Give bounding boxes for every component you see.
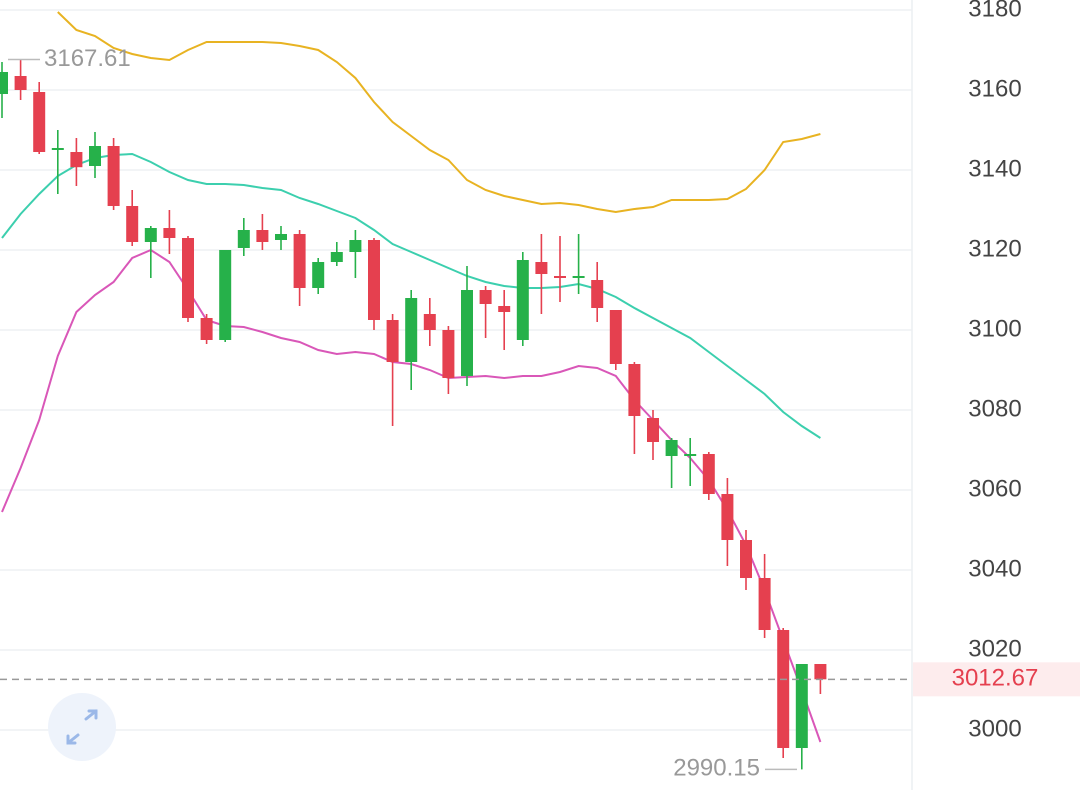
band-line: [1, 152, 821, 439]
candle-body: [219, 250, 232, 340]
candle-body: [554, 276, 566, 278]
y-tick-label: 3080: [968, 395, 1021, 422]
candle-body: [535, 262, 548, 274]
candle-body: [684, 454, 697, 456]
candle-body: [795, 664, 808, 748]
candle-body: [814, 664, 827, 680]
candle-body: [0, 72, 8, 94]
candle-body: [312, 262, 325, 288]
band-line: [57, 11, 821, 214]
candle-body: [200, 318, 213, 340]
candle-body: [665, 440, 678, 456]
candle-body: [293, 234, 306, 288]
y-tick-label: 3120: [968, 235, 1021, 262]
y-tick-label: 3020: [968, 635, 1021, 662]
last-price-bg: [913, 662, 1080, 697]
y-tick-label: 3140: [968, 155, 1021, 182]
candle-body: [126, 206, 139, 242]
candle-body: [461, 290, 473, 376]
y-tick-label: 3100: [968, 315, 1021, 342]
candle-body: [163, 228, 176, 238]
candle-body: [405, 298, 418, 362]
candle-body: [628, 364, 641, 416]
candle-body: [423, 314, 436, 330]
candle-body: [51, 148, 64, 150]
candle-body: [330, 252, 343, 262]
candle-body: [591, 280, 604, 308]
candle-body: [89, 146, 101, 166]
min-label: 2990.15: [673, 755, 760, 782]
candle-body: [107, 146, 120, 206]
candle-body: [368, 240, 380, 320]
y-tick-label: 3160: [968, 75, 1021, 102]
candle-body: [740, 540, 752, 578]
y-tick-label: 3040: [968, 555, 1021, 582]
candle-body: [182, 238, 194, 318]
candle-body: [479, 290, 492, 304]
candle-body: [572, 276, 585, 278]
candle-body: [70, 152, 83, 168]
max-label: 3167.61: [44, 45, 131, 72]
candle-body: [275, 234, 287, 240]
candle-body: [516, 260, 529, 340]
candle-body: [498, 306, 511, 312]
candle-body: [758, 578, 771, 630]
expand-icon: [66, 709, 98, 745]
candle-body: [14, 76, 27, 90]
candle-body: [349, 240, 362, 252]
candle-body: [33, 92, 46, 152]
candle-body: [647, 418, 659, 442]
candle-body: [442, 330, 455, 378]
candle-body: [702, 454, 715, 494]
y-tick-label: 3180: [968, 0, 1021, 22]
candle-body: [721, 494, 734, 540]
candle-body: [144, 228, 157, 242]
candle-body: [256, 230, 269, 242]
candle-body: [386, 320, 399, 362]
y-tick-label: 3000: [968, 715, 1021, 742]
y-tick-label: 3060: [968, 475, 1021, 502]
expand-button[interactable]: [48, 693, 116, 761]
candle-body: [609, 310, 622, 364]
expand-button-bg: [48, 693, 116, 761]
last-price-label: 3012.67: [952, 665, 1039, 692]
candle-body: [777, 630, 790, 748]
candle-body: [237, 230, 250, 248]
